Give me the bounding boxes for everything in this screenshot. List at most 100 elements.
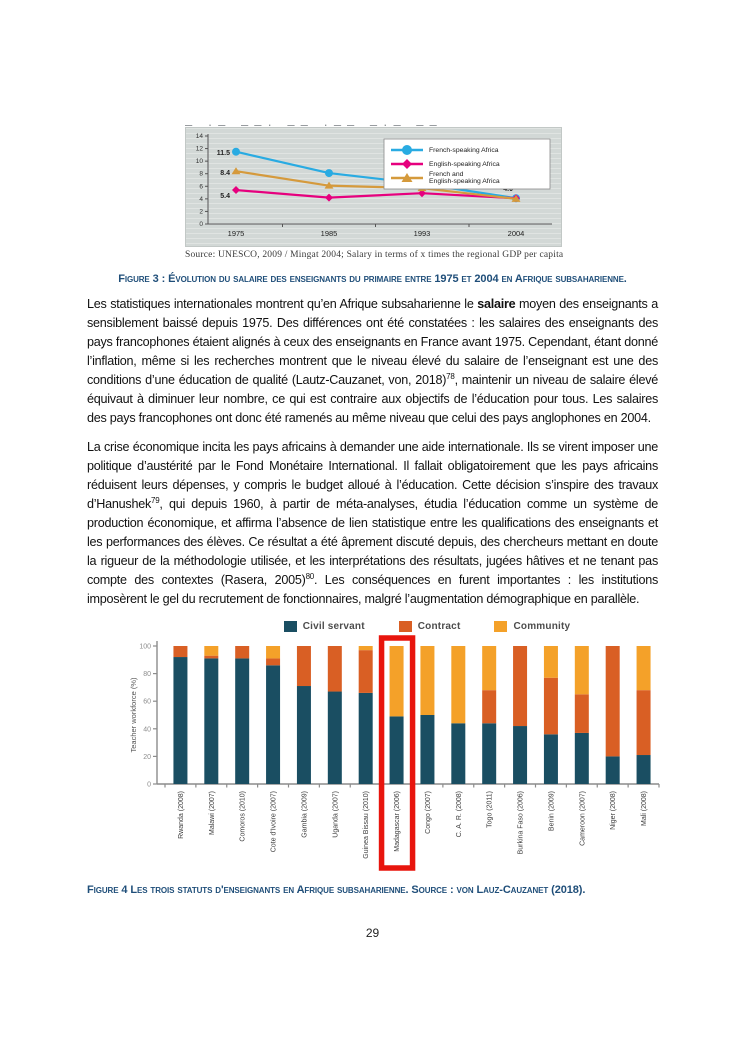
svg-text:1975: 1975 [228, 229, 245, 238]
svg-text:2: 2 [199, 208, 203, 215]
segment-civil-servant [296, 686, 311, 784]
bar-togo-2011: Togo (2011) [482, 646, 497, 828]
svg-text:2004: 2004 [508, 229, 525, 238]
svg-text:8: 8 [199, 171, 203, 178]
bar-label: Guinea Bissau (2010) [363, 791, 370, 859]
p2-text-2: , qui depuis 1960, à partir de méta-anal… [87, 497, 658, 587]
community-swatch-icon [494, 621, 508, 632]
segment-community [358, 646, 373, 651]
svg-text:80: 80 [143, 671, 151, 678]
segment-contract [266, 658, 281, 666]
segment-contract [327, 646, 342, 692]
segment-contract [636, 690, 651, 756]
segment-civil-servant [574, 732, 589, 784]
figure4-legend: Civil servant Contract Community [187, 619, 667, 634]
svg-text:100: 100 [139, 644, 151, 651]
svg-text:12: 12 [196, 146, 204, 153]
figure3: – ·– ––· –– ·–– –·– –– 0 2 4 6 8 10 12 14 1975 19… [185, 118, 563, 260]
segment-contract [605, 646, 620, 757]
p2-text-3: . Les conséquences en furent importantes… [87, 573, 658, 606]
figure3-chart-area: 0 2 4 6 8 10 12 14 1975 1985 1993 2004 11.5 8.4 5.4 4.0… [185, 127, 562, 247]
bar-label: Niger (2008) [610, 791, 617, 830]
bar-niger-2008: Niger (2008) [605, 646, 620, 830]
segment-community [482, 646, 497, 691]
legend-label: Community [513, 621, 571, 632]
figure3-cropped-title: – ·– ––· –– ·–– –·– –– [185, 118, 443, 127]
segment-civil-servant [235, 658, 250, 784]
bar-label: Malawi (2007) [209, 791, 216, 835]
svg-text:0: 0 [199, 221, 203, 228]
contract-swatch-icon [398, 621, 412, 632]
legend-label: Civil servant [302, 621, 365, 632]
bar-cote-d-ivoire-2007: Cote d'Ivoire (2007) [266, 646, 281, 852]
bar-label: Mali (2008) [641, 791, 648, 826]
svg-text:0: 0 [147, 782, 151, 789]
legend-item-contract: Contract [398, 621, 461, 632]
segment-contract [204, 655, 219, 659]
segment-contract [482, 690, 497, 724]
figure4-ylabel: Teacher workforce (%) [129, 677, 138, 753]
bar-gambia-2009: Gambia (2009) [296, 646, 311, 838]
figure4-caption: Figure 4 Les trois statuts d'enseignants… [87, 884, 586, 896]
segment-civil-servant [327, 691, 342, 784]
segment-civil-servant [266, 665, 281, 784]
segment-civil-servant [513, 726, 528, 784]
bar-congo-2007: Congo (2007) [420, 646, 435, 834]
p1-bold-salaire: salaire [477, 297, 516, 311]
segment-community [574, 646, 589, 695]
svg-text:French and: French and [429, 171, 464, 178]
page-number: 29 [365, 926, 380, 940]
segment-community [451, 646, 466, 724]
bar-label: Benin (2009) [548, 791, 555, 831]
figure4-stacked-bar-chart: Teacher workforce (%) 0 20 40 60 80 100 Rwanda … [129, 635, 660, 871]
legend-label: Contract [417, 621, 461, 632]
segment-civil-servant [451, 723, 466, 784]
figure3-caption: Figure 3 : Évolution du salaire des ense… [118, 273, 627, 285]
svg-text:1993: 1993 [414, 229, 431, 238]
p1-text-3: , maintenir un niveau de salaire élevé é… [87, 373, 658, 425]
segment-contract [574, 694, 589, 733]
bar-label: C. A. R. (2008) [456, 791, 463, 837]
bar-guinea-bissau-2010: Guinea Bissau (2010) [358, 646, 373, 859]
p1-text-1: Les statistiques internationales montren… [87, 297, 478, 311]
svg-text:10: 10 [196, 158, 204, 165]
svg-text:4: 4 [199, 196, 203, 203]
svg-text:6: 6 [199, 183, 203, 190]
svg-text:English-speaking Africa: English-speaking Africa [429, 178, 500, 185]
segment-civil-servant [482, 723, 497, 784]
bar-rwanda-2008: Rwanda (2008) [173, 646, 188, 839]
bar-mali-2008: Mali (2008) [636, 646, 651, 826]
segment-civil-servant [636, 755, 651, 784]
svg-text:20: 20 [143, 754, 151, 761]
bar-label: Uganda (2007) [332, 791, 339, 838]
segment-contract [296, 646, 311, 687]
content-column: – ·– ––· –– ·–– –·– –– 0 2 4 6 8 10 12 14 1975 19… [87, 118, 660, 896]
bar-uganda-2007: Uganda (2007) [327, 646, 342, 838]
svg-text:40: 40 [143, 726, 151, 733]
p1-text-2: moyen des enseignants a sensiblement bai… [87, 297, 658, 387]
footnote-ref-79: 79 [151, 495, 160, 505]
segment-civil-servant [420, 715, 435, 784]
svg-text:French-speaking Africa: French-speaking Africa [429, 147, 499, 154]
svg-text:5.4: 5.4 [220, 193, 230, 200]
bar-c-a-r-2008: C. A. R. (2008) [451, 646, 466, 837]
svg-text:11.5: 11.5 [217, 150, 230, 157]
svg-text:4.0: 4.0 [503, 186, 513, 193]
footnote-ref-78: 78 [446, 371, 455, 381]
segment-community [420, 646, 435, 715]
segment-civil-servant [358, 692, 373, 784]
bar-label: Cote d'Ivoire (2007) [271, 791, 278, 852]
bar-label: Gambia (2009) [301, 791, 308, 838]
bar-comoros-2010: Comoros (2010) [235, 646, 250, 842]
bar-madagascar-2006: Madagascar (2006) [389, 646, 404, 852]
civil-servant-swatch-icon [283, 621, 297, 632]
paragraph-2: La crise économique incita les pays afri… [87, 438, 658, 609]
series-english-speaking-africa [232, 186, 520, 203]
segment-civil-servant [204, 658, 219, 784]
bar-label: Togo (2011) [487, 791, 494, 828]
segment-civil-servant [173, 657, 188, 784]
segment-contract [235, 646, 250, 659]
bar-label: Rwanda (2008) [178, 791, 185, 839]
paragraph-1: Les statistiques internationales montren… [87, 295, 658, 428]
